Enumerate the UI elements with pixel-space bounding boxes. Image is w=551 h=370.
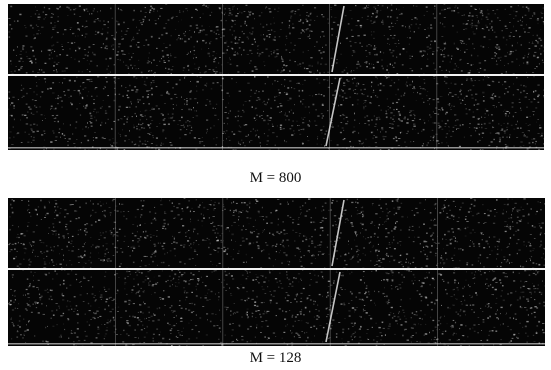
caption-m800: M = 800 [249, 170, 302, 186]
spectrogram-image-m128 [8, 198, 545, 346]
spectrogram-panel-m128 [8, 198, 545, 346]
spectrogram-image-m800 [8, 4, 544, 150]
spectrogram-panel-m800 [8, 4, 544, 150]
caption-m128: M = 128 [249, 350, 302, 366]
